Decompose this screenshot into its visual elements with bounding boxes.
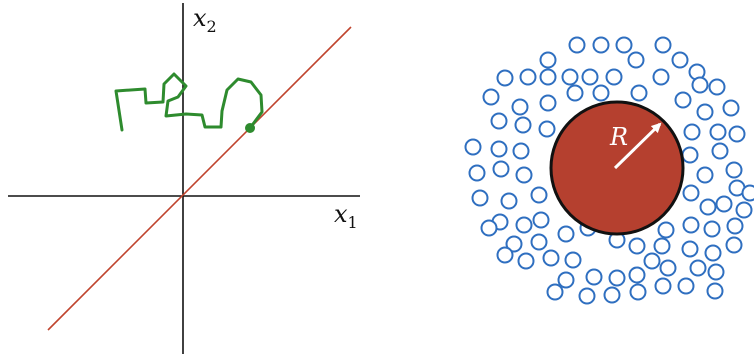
particle	[500, 192, 518, 210]
particle-diagram: R	[464, 36, 754, 305]
particle	[630, 84, 648, 102]
particle	[708, 78, 726, 96]
particle	[585, 268, 603, 286]
particle	[517, 252, 535, 270]
particle	[722, 99, 740, 117]
particle	[530, 186, 548, 204]
particle	[696, 103, 714, 121]
particle	[657, 221, 675, 239]
particle	[542, 249, 560, 267]
particle	[741, 184, 754, 202]
particle	[546, 283, 564, 301]
particle	[468, 164, 486, 182]
particle	[515, 166, 533, 184]
particle	[629, 283, 647, 301]
particle	[480, 219, 498, 237]
particle	[496, 69, 514, 87]
particle	[505, 235, 523, 253]
particle	[561, 68, 579, 86]
particle	[653, 237, 671, 255]
particle	[709, 123, 727, 141]
particle	[608, 269, 626, 287]
particle	[715, 195, 733, 213]
particle	[735, 201, 753, 219]
particle	[654, 277, 672, 295]
phase-plane: x2 x1	[8, 3, 360, 354]
particle	[514, 116, 532, 134]
particle	[568, 36, 586, 54]
particle	[592, 84, 610, 102]
particle	[726, 217, 744, 235]
radius-arrow	[613, 122, 662, 170]
particle	[699, 198, 717, 216]
particle	[652, 68, 670, 86]
particle	[627, 51, 645, 69]
particle	[704, 244, 722, 262]
particle	[557, 271, 575, 289]
particle	[482, 88, 500, 106]
particle	[654, 36, 672, 54]
particle	[711, 142, 729, 160]
random-walk-path	[114, 72, 264, 132]
particle	[659, 259, 677, 277]
particle	[605, 68, 623, 86]
particle	[511, 98, 529, 116]
particle	[539, 51, 557, 69]
particle	[592, 36, 610, 54]
particle	[643, 252, 661, 270]
diagonal-line	[47, 26, 352, 331]
particle	[691, 76, 709, 94]
particle	[696, 166, 714, 184]
particle	[490, 112, 508, 130]
x2-axis-label: x2	[193, 4, 217, 36]
particle	[725, 161, 743, 179]
particle	[512, 142, 530, 160]
particle	[471, 189, 489, 207]
particle	[671, 51, 689, 69]
particle	[703, 220, 721, 238]
particle	[706, 282, 724, 300]
particle	[492, 160, 510, 178]
particle	[681, 146, 699, 164]
particle	[532, 211, 550, 229]
particle	[689, 259, 707, 277]
particle	[725, 236, 743, 254]
particle	[490, 140, 508, 158]
particle	[566, 84, 584, 102]
walk-endpoint	[245, 123, 255, 133]
particle	[683, 123, 701, 141]
particle	[538, 120, 556, 138]
particle	[519, 68, 537, 86]
particle	[628, 237, 646, 255]
particle	[728, 125, 746, 143]
particle	[539, 68, 557, 86]
particle	[578, 287, 596, 305]
particle	[682, 184, 700, 202]
particle	[539, 94, 557, 112]
x1-axis-label: x1	[334, 200, 358, 232]
particle	[603, 286, 621, 304]
particle	[707, 263, 725, 281]
particle	[496, 246, 514, 264]
particle	[515, 216, 533, 234]
particle	[581, 68, 599, 86]
particle	[682, 216, 700, 234]
particle	[628, 266, 646, 284]
particle	[615, 36, 633, 54]
particle	[530, 233, 548, 251]
particle	[564, 251, 582, 269]
radius-label: R	[609, 123, 628, 151]
particle	[674, 91, 692, 109]
particle	[557, 225, 575, 243]
particle	[464, 138, 482, 156]
particle	[681, 240, 699, 258]
particle	[677, 277, 695, 295]
